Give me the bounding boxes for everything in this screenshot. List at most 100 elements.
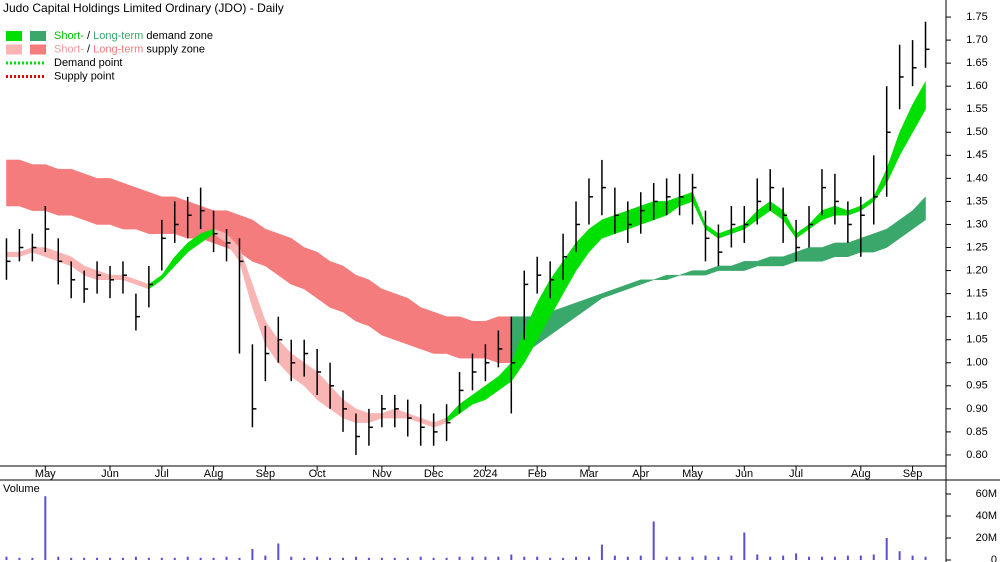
legend-text: Demand point bbox=[54, 57, 123, 69]
volume-bar bbox=[406, 557, 409, 560]
zone bbox=[511, 196, 926, 364]
volume-bar bbox=[510, 554, 513, 560]
y-tick-label: 1.70 bbox=[966, 34, 987, 46]
volume-bar bbox=[808, 556, 811, 560]
volume-bar bbox=[121, 557, 124, 560]
volume-bar bbox=[820, 556, 823, 560]
volume-bar bbox=[600, 544, 603, 560]
volume-bar bbox=[575, 556, 578, 560]
y-tick-label: 1.30 bbox=[966, 218, 987, 230]
x-tick-label: Aug bbox=[204, 468, 224, 480]
volume-bar bbox=[18, 557, 21, 560]
y-tick-label: 0.90 bbox=[966, 403, 987, 415]
x-tick-label: Dec bbox=[424, 468, 444, 480]
volume-tick-label: 60M bbox=[976, 488, 997, 500]
volume-bar bbox=[393, 557, 396, 560]
legend-text: demand zone bbox=[143, 30, 213, 42]
y-tick-label: 1.40 bbox=[966, 172, 987, 184]
volume-tick-label: 40M bbox=[976, 510, 997, 522]
volume-bar bbox=[83, 557, 86, 560]
volume-bar bbox=[458, 556, 461, 560]
volume-bar bbox=[251, 549, 254, 560]
y-tick-label: 1.50 bbox=[966, 126, 987, 138]
legend-label: Short- / Long-term supply zone bbox=[54, 43, 205, 55]
y-tick-label: 1.65 bbox=[966, 57, 987, 69]
volume-bar bbox=[199, 557, 202, 560]
volume-bar bbox=[795, 553, 798, 560]
volume-bar bbox=[290, 556, 293, 560]
volume-bar bbox=[562, 557, 565, 560]
legend-swatch bbox=[30, 44, 46, 55]
volume-bar bbox=[367, 557, 370, 560]
legend-text: Short- bbox=[54, 43, 84, 55]
legend-text: / bbox=[84, 43, 93, 55]
volume-bar bbox=[523, 556, 526, 560]
y-tick-label: 1.00 bbox=[966, 357, 987, 369]
volume-bar bbox=[872, 554, 875, 560]
x-tick-label: May bbox=[682, 468, 703, 480]
price-bars bbox=[5, 21, 930, 455]
legend-label: Demand point bbox=[54, 57, 123, 69]
volume-bar bbox=[238, 557, 241, 560]
x-tick-label: 2024 bbox=[473, 468, 497, 480]
x-tick-label: Apr bbox=[632, 468, 649, 480]
x-tick-label: Oct bbox=[309, 468, 326, 480]
volume-bar bbox=[898, 551, 901, 560]
volume-bar bbox=[924, 556, 927, 560]
volume-bar bbox=[704, 555, 707, 560]
volume-bar bbox=[354, 556, 357, 560]
volume-bar bbox=[652, 521, 655, 560]
y-tick-label: 1.20 bbox=[966, 264, 987, 276]
volume-bar bbox=[432, 557, 435, 560]
volume-bar bbox=[96, 557, 99, 560]
volume-bar bbox=[57, 556, 60, 560]
x-tick-label: May bbox=[35, 468, 56, 480]
x-tick-label: Jun bbox=[101, 468, 119, 480]
legend-swatch bbox=[6, 31, 22, 41]
x-tick-label: Sep bbox=[256, 468, 276, 480]
volume-bar bbox=[587, 556, 590, 560]
volume-bar bbox=[44, 496, 47, 560]
volume-bars bbox=[5, 496, 927, 560]
volume-bar bbox=[717, 556, 720, 560]
volume-bar bbox=[678, 556, 681, 560]
legend-swatch bbox=[6, 44, 22, 55]
legend-swatch bbox=[30, 31, 46, 41]
y-tick-label: 0.95 bbox=[966, 380, 987, 392]
volume-bar bbox=[212, 557, 215, 560]
volume-bar bbox=[329, 557, 332, 560]
x-tick-label: Jul bbox=[155, 468, 169, 480]
legend-text: Long-term bbox=[93, 30, 143, 42]
chart-title: Judo Capital Holdings Limited Ordinary (… bbox=[3, 1, 284, 15]
volume-bar bbox=[342, 557, 345, 560]
volume-bar bbox=[5, 556, 8, 560]
volume-bar bbox=[691, 556, 694, 560]
x-tick-label: Jul bbox=[789, 468, 803, 480]
x-tick-label: Mar bbox=[579, 468, 598, 480]
volume-bar bbox=[613, 555, 616, 560]
volume-bar bbox=[626, 556, 629, 560]
volume-bar bbox=[277, 543, 280, 560]
legend-text: / bbox=[84, 30, 93, 42]
volume-bar bbox=[730, 555, 733, 560]
volume-bar bbox=[70, 557, 73, 560]
volume-bar bbox=[639, 555, 642, 560]
volume-bar bbox=[173, 557, 176, 560]
y-tick-label: 1.60 bbox=[966, 80, 987, 92]
volume-bar bbox=[445, 557, 448, 560]
volume-bar bbox=[380, 557, 383, 560]
volume-bar bbox=[911, 555, 914, 560]
y-tick-label: 0.80 bbox=[966, 449, 987, 461]
volume-bar bbox=[471, 556, 474, 560]
x-tick-label: Feb bbox=[528, 468, 547, 480]
volume-bar bbox=[769, 556, 772, 560]
legend-label: Short- / Long-term demand zone bbox=[54, 30, 213, 42]
volume-bar bbox=[160, 557, 163, 560]
volume-tick-label: 20M bbox=[976, 532, 997, 544]
volume-bar bbox=[549, 557, 552, 560]
volume-bar bbox=[134, 556, 137, 560]
